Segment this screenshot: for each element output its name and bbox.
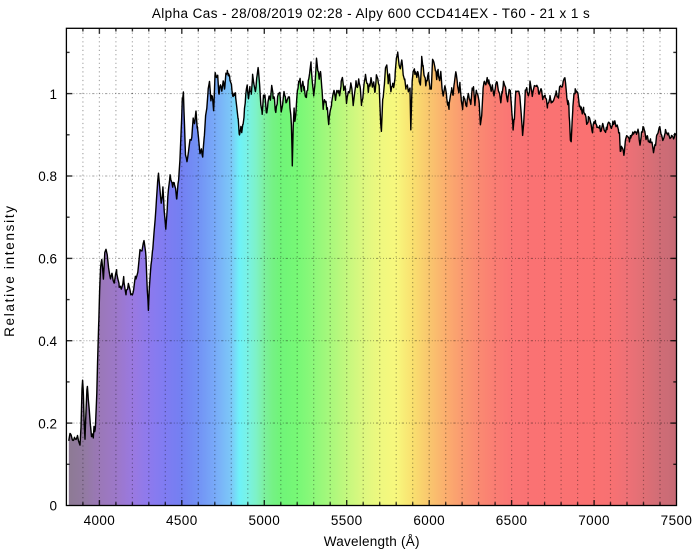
svg-text:0.4: 0.4 bbox=[38, 334, 57, 349]
svg-text:5500: 5500 bbox=[331, 513, 363, 528]
svg-text:Relative intensity: Relative intensity bbox=[2, 204, 17, 337]
svg-text:7000: 7000 bbox=[578, 513, 610, 528]
svg-text:6500: 6500 bbox=[496, 513, 528, 528]
svg-text:Wavelength (Å): Wavelength (Å) bbox=[324, 534, 420, 549]
svg-text:7500: 7500 bbox=[661, 513, 693, 528]
svg-text:4500: 4500 bbox=[166, 513, 198, 528]
svg-text:6000: 6000 bbox=[413, 513, 445, 528]
svg-text:4000: 4000 bbox=[84, 513, 116, 528]
svg-text:0.6: 0.6 bbox=[38, 252, 57, 267]
svg-text:0: 0 bbox=[49, 499, 57, 514]
svg-text:0.2: 0.2 bbox=[38, 416, 57, 431]
svg-text:5000: 5000 bbox=[248, 513, 280, 528]
svg-text:0.8: 0.8 bbox=[38, 169, 57, 184]
svg-text:Alpha Cas - 28/08/2019 02:28 -: Alpha Cas - 28/08/2019 02:28 - Alpy 600 … bbox=[152, 6, 590, 21]
svg-text:1: 1 bbox=[49, 87, 57, 102]
